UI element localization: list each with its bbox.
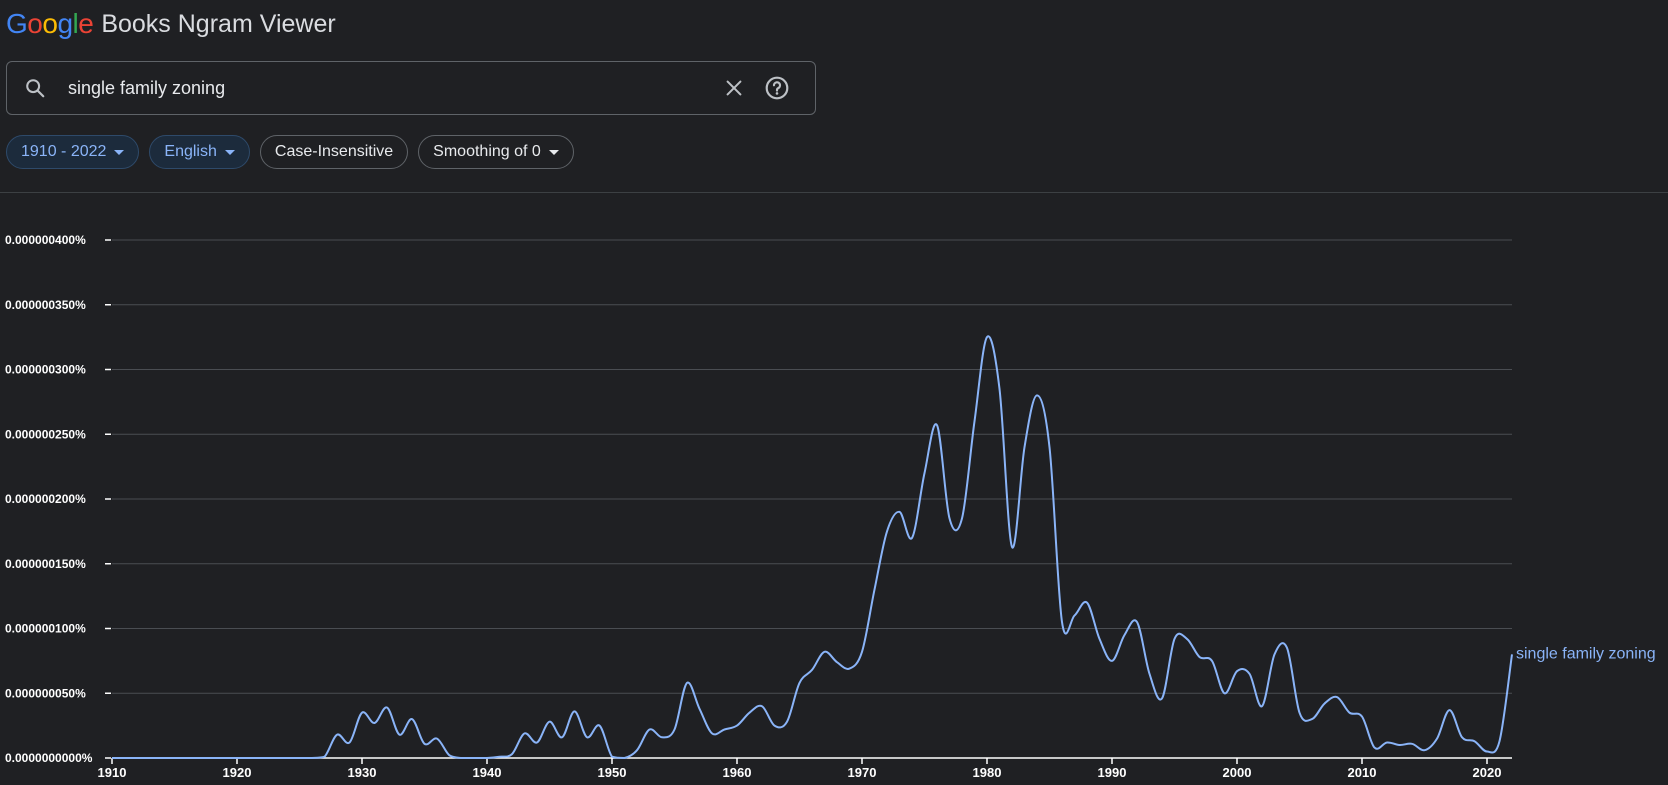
close-icon xyxy=(726,80,742,96)
logo-letter: e xyxy=(78,8,94,39)
y-tick-label: 0.000000300% xyxy=(5,363,86,377)
search-icon xyxy=(26,79,45,98)
y-tick-label: 0.0000000000% xyxy=(5,751,93,765)
grid-lines xyxy=(112,239,1512,759)
series-group: single family zoning xyxy=(111,335,1656,760)
y-axis: 0.0000000000% 0.000000050% 0.000000100% 0.0… xyxy=(5,233,111,765)
header: Google Books Ngram Viewer xyxy=(6,4,336,44)
x-tick-label: 1980 xyxy=(973,765,1002,780)
logo-letter: g xyxy=(57,8,73,39)
clear-button[interactable] xyxy=(718,72,750,104)
y-tick-label: 0.000000400% xyxy=(5,233,86,247)
x-tick-label: 1940 xyxy=(473,765,502,780)
year-range-label: 1910 - 2022 xyxy=(21,143,107,160)
y-tick-label: 0.000000100% xyxy=(5,622,86,636)
y-tick-label: 0.000000350% xyxy=(5,298,86,312)
y-tick-label: 0.000000250% xyxy=(5,427,86,441)
help-button[interactable] xyxy=(761,72,793,104)
x-tick-label: 1950 xyxy=(598,765,627,780)
y-tick-label: 0.000000150% xyxy=(5,557,86,571)
smoothing-label: Smoothing of 0 xyxy=(433,143,541,160)
caret-down-icon xyxy=(548,149,559,155)
logo-letter: G xyxy=(6,8,28,39)
case-label: Case-Insensitive xyxy=(274,143,394,160)
filter-chips: 1910 - 2022 English Case-Insensitive Smo… xyxy=(6,135,574,169)
x-tick-label: 2010 xyxy=(1348,765,1377,780)
corpus-label: English xyxy=(164,143,217,160)
search-input[interactable] xyxy=(66,76,710,100)
caret-down-icon xyxy=(224,149,235,155)
caret-down-icon xyxy=(114,149,125,155)
year-range-chip[interactable]: 1910 - 2022 xyxy=(6,135,140,169)
x-tick-label: 1920 xyxy=(223,765,252,780)
logo-letter: o xyxy=(42,8,58,39)
y-tick-label: 0.000000200% xyxy=(5,492,86,506)
divider xyxy=(0,192,1668,193)
logo-letter: l xyxy=(72,8,79,39)
smoothing-chip[interactable]: Smoothing of 0 xyxy=(418,135,574,169)
x-tick-label: 1930 xyxy=(348,765,377,780)
x-tick-label: 1990 xyxy=(1098,765,1127,780)
x-tick-label: 1960 xyxy=(723,765,752,780)
series-label[interactable]: single family zoning xyxy=(1516,645,1656,662)
x-tick-label: 1970 xyxy=(848,765,877,780)
logo-letter: o xyxy=(27,8,43,39)
series-line[interactable] xyxy=(111,335,1513,760)
x-tick-label: 2000 xyxy=(1223,765,1252,780)
app-title: Books Ngram Viewer xyxy=(101,9,336,38)
x-tick-label: 2020 xyxy=(1473,765,1502,780)
google-logo[interactable]: Google xyxy=(6,8,94,40)
search-box xyxy=(6,61,816,115)
x-tick-label: 1910 xyxy=(98,765,127,780)
y-tick-label: 0.000000050% xyxy=(5,686,86,700)
case-chip[interactable]: Case-Insensitive xyxy=(259,135,409,169)
x-axis: 1910 1920 1930 1940 1950 1960 1970 1980 1990 2000… xyxy=(98,757,1512,780)
help-icon xyxy=(765,76,789,100)
corpus-chip[interactable]: English xyxy=(149,135,250,169)
